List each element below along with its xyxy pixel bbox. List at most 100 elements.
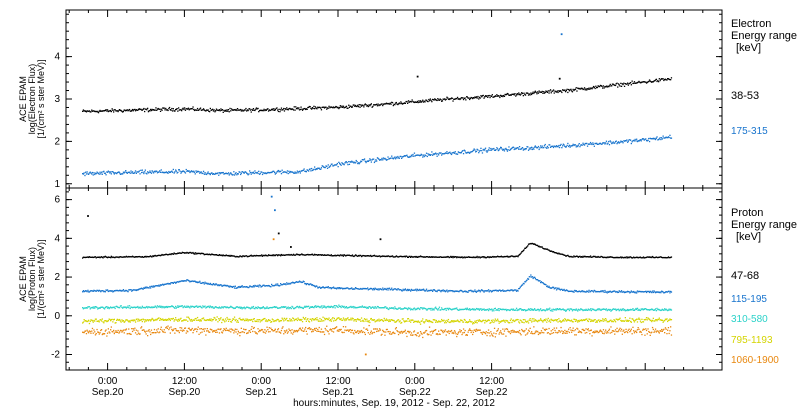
data-point xyxy=(558,144,560,147)
data-point xyxy=(651,138,653,140)
data-point xyxy=(597,85,599,87)
data-point xyxy=(105,109,107,111)
data-point xyxy=(566,319,568,322)
data-point xyxy=(292,109,295,111)
data-point xyxy=(344,254,346,256)
data-point xyxy=(487,319,490,321)
data-point xyxy=(469,97,471,100)
data-point xyxy=(627,290,629,292)
data-point xyxy=(172,317,174,320)
data-point xyxy=(226,316,228,319)
data-point xyxy=(228,111,230,113)
data-point xyxy=(153,255,156,257)
data-point xyxy=(320,318,323,321)
data-point xyxy=(160,254,162,256)
data-point xyxy=(278,285,280,287)
data-point xyxy=(285,318,287,320)
proton-ylabel-line2: log(Proton Flux) xyxy=(27,247,37,311)
data-point xyxy=(637,318,639,320)
data-point xyxy=(245,255,247,257)
data-point xyxy=(625,83,627,85)
data-point xyxy=(504,290,506,292)
data-point xyxy=(286,172,288,174)
data-point xyxy=(233,255,235,257)
data-point xyxy=(575,255,577,257)
data-point xyxy=(670,137,672,139)
data-point xyxy=(162,107,164,109)
data-point xyxy=(146,305,148,308)
data-point xyxy=(344,319,346,322)
data-point xyxy=(536,320,538,322)
data-point xyxy=(640,308,642,310)
data-point xyxy=(336,162,338,165)
data-point xyxy=(134,306,136,308)
data-point xyxy=(654,319,657,321)
data-point xyxy=(156,285,159,287)
data-point xyxy=(106,320,108,323)
proton-legend-1060-1900: 1060-1900 xyxy=(731,355,779,366)
data-point xyxy=(462,321,465,323)
data-point xyxy=(195,253,197,255)
data-point xyxy=(163,107,165,109)
data-point xyxy=(384,103,386,105)
data-point xyxy=(657,139,659,141)
data-point xyxy=(133,172,135,174)
data-point xyxy=(613,319,615,321)
data-point xyxy=(94,110,97,113)
data-point xyxy=(254,320,256,322)
data-point xyxy=(475,96,477,99)
data-point xyxy=(641,290,643,293)
data-point xyxy=(511,255,513,257)
data-point xyxy=(165,171,167,174)
data-point xyxy=(416,154,419,156)
data-point xyxy=(518,146,521,148)
data-point xyxy=(590,319,592,321)
data-point xyxy=(429,307,431,310)
data-point xyxy=(176,108,178,110)
data-point xyxy=(123,109,125,111)
data-point xyxy=(611,256,614,258)
data-point xyxy=(662,78,664,80)
data-point xyxy=(386,319,388,321)
data-point xyxy=(436,99,438,102)
data-point xyxy=(173,306,175,309)
data-point xyxy=(404,320,406,322)
data-point xyxy=(574,144,576,146)
data-point xyxy=(299,318,301,321)
data-point xyxy=(316,108,318,110)
data-point xyxy=(83,110,85,112)
data-point xyxy=(361,159,363,161)
data-point xyxy=(371,159,373,161)
data-point xyxy=(439,152,441,154)
data-point xyxy=(125,171,128,174)
data-point xyxy=(329,254,332,257)
data-point xyxy=(645,256,648,258)
data-point xyxy=(188,280,190,282)
data-point xyxy=(189,108,191,110)
data-point xyxy=(219,307,221,309)
data-point xyxy=(97,307,100,309)
data-point xyxy=(141,171,143,174)
data-point xyxy=(521,92,524,95)
data-point xyxy=(267,254,270,256)
data-point xyxy=(260,171,262,173)
data-point xyxy=(379,159,381,161)
data-point xyxy=(434,307,436,309)
data-point xyxy=(562,320,564,322)
data-point xyxy=(497,148,499,150)
data-point xyxy=(449,321,451,324)
data-point xyxy=(635,256,637,259)
data-point xyxy=(492,148,494,150)
data-point xyxy=(384,255,386,258)
data-point xyxy=(88,256,91,258)
data-point xyxy=(252,171,255,173)
data-point xyxy=(670,137,673,139)
data-point xyxy=(493,96,495,98)
data-point xyxy=(84,174,86,177)
data-point xyxy=(446,319,448,322)
data-point xyxy=(337,166,339,168)
data-point xyxy=(608,144,611,146)
data-point xyxy=(255,254,258,257)
data-point xyxy=(272,254,274,256)
data-point xyxy=(241,319,243,321)
